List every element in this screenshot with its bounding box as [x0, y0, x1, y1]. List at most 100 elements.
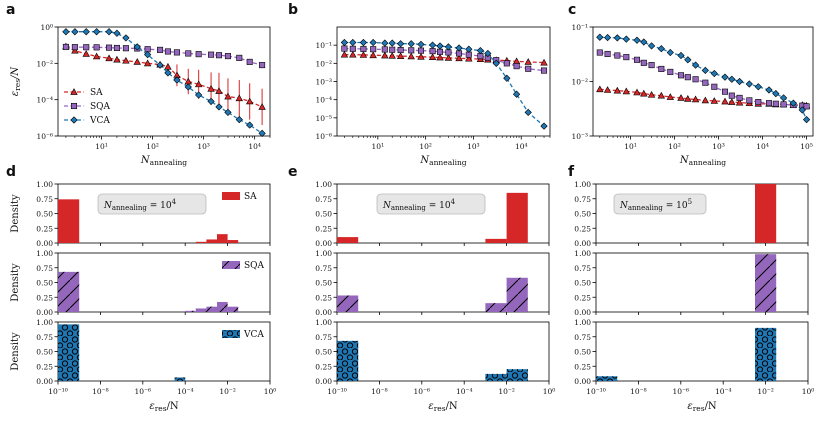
data-point-vca — [540, 122, 548, 130]
data-point-vca — [381, 39, 389, 47]
y-tick-label: 1.00 — [574, 318, 591, 327]
y-tick-label: 10⁻² — [36, 59, 53, 68]
data-point-vca — [647, 42, 656, 50]
data-point-sa — [82, 50, 90, 57]
data-point-sa — [666, 93, 675, 100]
panel-letter-f: f — [568, 164, 575, 180]
data-point-vca — [396, 40, 405, 48]
y-tick-label: 0.25 — [315, 224, 332, 233]
data-point-sa — [224, 92, 232, 100]
x-axis-label: εres/N — [149, 401, 179, 413]
data-point-sqa — [164, 48, 171, 55]
data-point-sqa — [341, 45, 348, 52]
histogram-row-sqa: 0.00 0.25 0.50 0.75 1.00 — [574, 249, 809, 317]
data-point-sqa — [658, 65, 665, 72]
x-tick-label: 10⁰ — [543, 387, 556, 396]
x-axis-label: Nannealing — [140, 155, 187, 167]
data-point-vca — [691, 61, 700, 69]
data-point-sqa — [173, 49, 180, 56]
x-tick-label: 10⁻⁸ — [630, 387, 647, 396]
data-point-sqa — [195, 51, 202, 58]
legend-label: SA — [244, 192, 257, 202]
y-tick-label: 0.00 — [574, 377, 591, 386]
legend-swatch — [222, 192, 240, 200]
data-point-sqa — [667, 68, 674, 75]
x-tick-label: 10⁻⁸ — [371, 387, 388, 396]
data-point-sa — [369, 51, 377, 59]
y-tick-label: 0.00 — [315, 377, 332, 386]
x-tick-label: 10⁰ — [264, 387, 277, 396]
y-axis-label: εres/N — [10, 66, 22, 97]
histogram-row-sa: 0.00 0.25 0.50 0.75 1.00 SA Density — [10, 180, 271, 248]
histogram-hatch-sqa — [185, 310, 196, 312]
histogram-hatch-vca — [174, 377, 186, 381]
data-point-vca — [207, 97, 215, 106]
data-point-sqa — [728, 92, 735, 99]
data-point-vca — [340, 38, 349, 47]
data-point-sa — [465, 54, 473, 62]
y-tick-label: 0.00 — [574, 308, 591, 317]
data-point-sqa — [349, 45, 356, 52]
data-point-sa — [728, 98, 736, 105]
histogram-row-sa: 0.00 0.25 0.50 0.75 1.00 — [315, 180, 550, 248]
histogram-hatch-sqa — [195, 308, 207, 312]
y-tick-label: 0.25 — [36, 293, 53, 302]
x-tick-label: 10⁻² — [219, 387, 236, 396]
data-point-sqa — [236, 54, 243, 61]
y-tick-label: 0.75 — [574, 264, 591, 273]
histogram-row-sqa: 0.00 0.25 0.50 0.75 1.00 SQA Density — [10, 249, 271, 317]
y-tick-label: 0.50 — [574, 348, 591, 357]
data-point-vca — [772, 89, 780, 98]
y-tick-label: 0.00 — [36, 377, 53, 386]
y-tick-label: 1.00 — [36, 249, 53, 258]
y-tick-label: 0.00 — [36, 239, 53, 248]
chart-panel-c: 10¹ 10² 10³ 10⁴ 10⁵ 10⁻³ 10⁻² 10⁻¹ Nannealing — [571, 23, 814, 167]
y-tick-label: 0.50 — [36, 279, 53, 288]
data-point-vca — [798, 106, 806, 114]
y-tick-label: 0.75 — [315, 333, 332, 342]
y-tick-label: 1.00 — [574, 249, 591, 258]
data-point-sqa — [224, 53, 231, 60]
data-point-vca — [735, 77, 744, 86]
data-point-vca — [503, 74, 511, 82]
data-point-sqa — [746, 97, 753, 104]
data-point-sqa — [417, 47, 425, 54]
annotation-box — [376, 193, 486, 215]
data-point-sa — [143, 59, 152, 67]
y-tick-label: 0.75 — [36, 333, 53, 342]
data-point-sqa — [113, 44, 120, 52]
data-point-sa — [657, 91, 666, 99]
data-point-sa — [122, 56, 130, 64]
y-tick-label: 1.00 — [574, 180, 591, 189]
data-point-sa — [647, 90, 656, 98]
data-point-sqa — [215, 52, 222, 59]
legend-marker — [70, 116, 78, 124]
y-tick-label: 0.00 — [574, 239, 591, 248]
histogram-bar-sa — [206, 239, 217, 243]
data-point-sqa — [71, 44, 78, 51]
series-line-sqa — [344, 47, 545, 72]
data-point-sqa — [389, 46, 396, 53]
data-point-sa — [613, 86, 622, 94]
data-point-vca — [765, 86, 773, 94]
x-tick-label: 10⁻¹⁰ — [586, 387, 606, 396]
x-tick-label: 10³ — [467, 142, 480, 151]
y-tick-label: 0.50 — [574, 210, 591, 219]
x-tick-label: 10³ — [197, 142, 210, 151]
data-point-sqa — [633, 56, 641, 63]
y-axis-label: Density — [10, 263, 21, 302]
data-point-sa — [388, 51, 396, 59]
data-point-sa — [684, 95, 692, 102]
data-point-vca — [677, 51, 685, 60]
data-point-sa — [407, 52, 415, 60]
panel-letter-b: b — [288, 2, 298, 18]
data-point-vca — [789, 99, 797, 107]
data-point-vca — [258, 129, 266, 137]
y-tick-label: 10⁻³ — [315, 78, 332, 87]
data-point-sa — [184, 77, 192, 85]
annotation-text: Nannealing = 104 — [382, 198, 456, 212]
legend-label: SQA — [244, 261, 265, 271]
y-tick-label: 0.75 — [574, 195, 591, 204]
plot-frame-a — [57, 26, 271, 137]
